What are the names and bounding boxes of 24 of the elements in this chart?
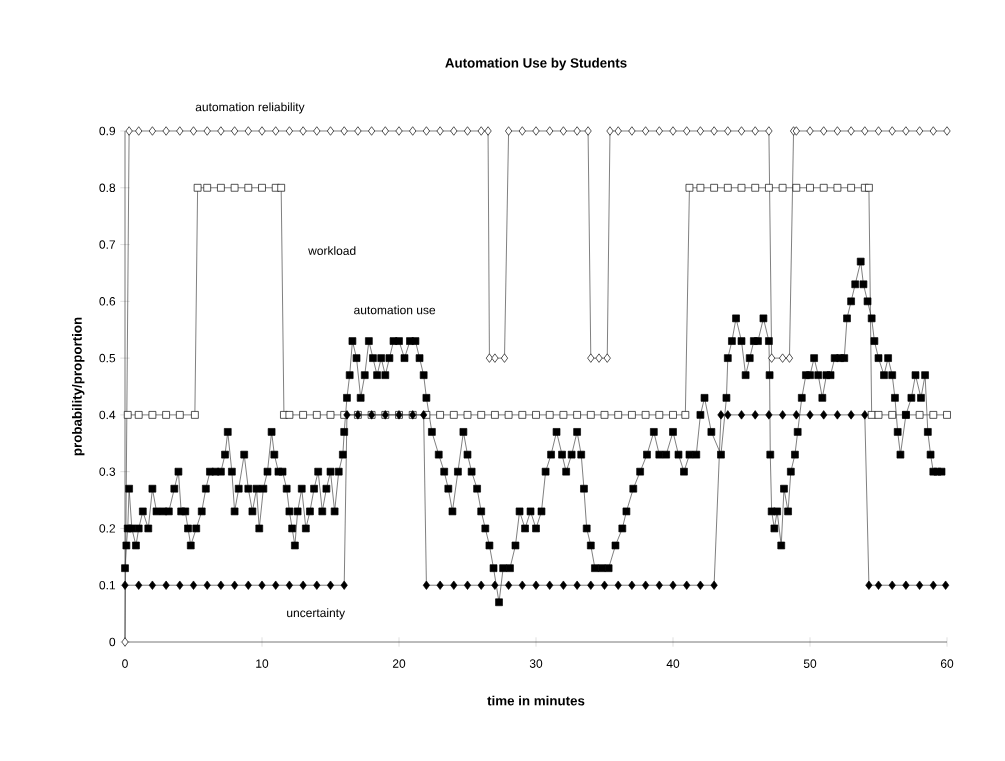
x-tick-label: 0 bbox=[122, 659, 128, 668]
y-tick-label: 0.6 bbox=[99, 297, 116, 306]
y-tick-label: 0.1 bbox=[99, 580, 116, 590]
y-tick-label: 0.9 bbox=[99, 126, 116, 136]
series-label: automation use bbox=[354, 305, 436, 315]
series-label: automation reliability bbox=[195, 102, 305, 114]
x-tick-label: 40 bbox=[666, 659, 680, 668]
y-tick-label: 0.7 bbox=[99, 240, 116, 249]
chart-title: Automation Use by Students bbox=[445, 57, 627, 71]
y-tick-label: 0.5 bbox=[99, 353, 116, 363]
y-tick-label: 0 bbox=[109, 637, 116, 647]
x-tick-label: 10 bbox=[256, 659, 269, 668]
text: workload bbox=[308, 246, 356, 255]
y-axis-title: probability/proportion bbox=[72, 317, 85, 456]
y-tick-label: 0.8 bbox=[99, 183, 116, 193]
series-label: uncertainty bbox=[287, 608, 346, 620]
y-tick-label: 0.2 bbox=[99, 524, 116, 533]
x-tick-label: 60 bbox=[940, 659, 954, 668]
y-tick-label: 0.4 bbox=[99, 410, 116, 420]
x-tick-label: 20 bbox=[392, 659, 406, 668]
x-tick-label: 50 bbox=[803, 659, 817, 668]
x-axis-title: time in minutes bbox=[487, 695, 585, 706]
x-tick-label: 30 bbox=[529, 659, 543, 668]
y-tick-label: 0.3 bbox=[99, 467, 116, 476]
